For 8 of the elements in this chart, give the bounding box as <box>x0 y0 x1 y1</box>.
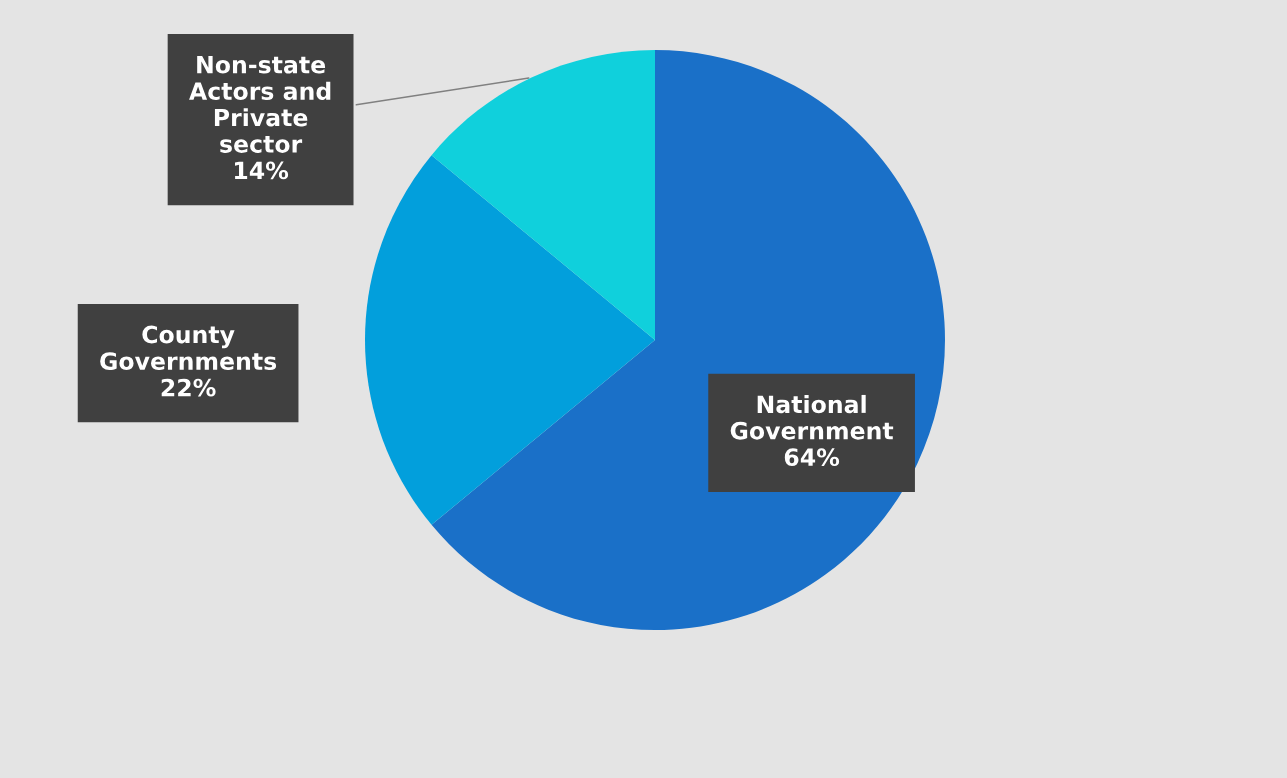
slice-label: Non-state Actors and Private sector <box>189 56 331 153</box>
data-label: 22% <box>161 378 216 397</box>
pie-slice <box>431 50 655 340</box>
slice-label: National Government <box>730 394 894 440</box>
pie-slice <box>365 155 655 525</box>
data-label: 14% <box>235 161 289 180</box>
slice-label: County Governments <box>100 325 277 371</box>
data-label: 64% <box>784 448 840 467</box>
